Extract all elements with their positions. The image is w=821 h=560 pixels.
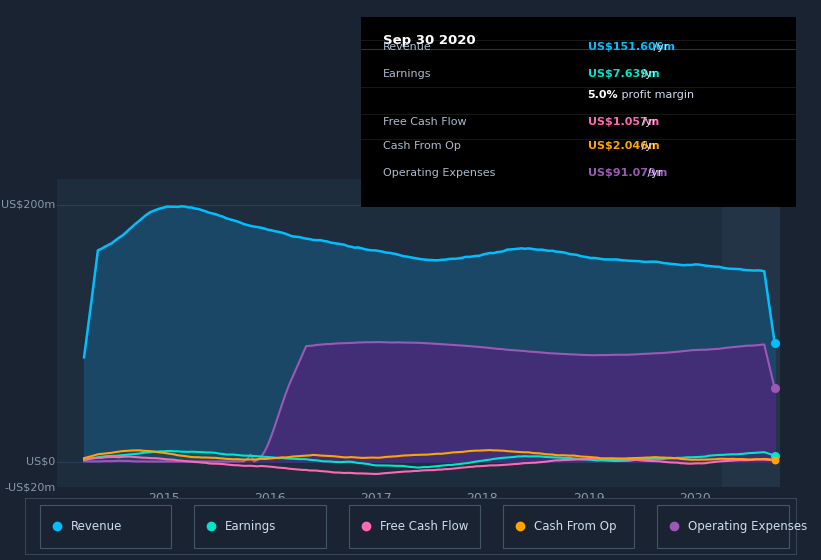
- Text: US$200m: US$200m: [1, 200, 55, 210]
- Text: Revenue: Revenue: [383, 42, 432, 52]
- Text: Cash From Op: Cash From Op: [534, 520, 617, 533]
- Text: US$151.606m: US$151.606m: [588, 42, 675, 52]
- Text: Free Cash Flow: Free Cash Flow: [379, 520, 468, 533]
- Text: US$0: US$0: [26, 456, 55, 466]
- Text: /yr: /yr: [639, 116, 657, 127]
- Text: -US$20m: -US$20m: [4, 482, 55, 492]
- Text: /yr: /yr: [649, 42, 668, 52]
- Bar: [722, 179, 780, 487]
- Text: US$2.046m: US$2.046m: [588, 141, 659, 151]
- Text: /yr: /yr: [639, 69, 657, 79]
- Point: [768, 455, 782, 464]
- Text: Revenue: Revenue: [71, 520, 122, 533]
- Text: Operating Expenses: Operating Expenses: [688, 520, 808, 533]
- Text: US$91.079m: US$91.079m: [588, 168, 667, 178]
- Point: [768, 338, 782, 347]
- Text: /yr: /yr: [639, 141, 657, 151]
- Point: [768, 456, 782, 465]
- Text: Operating Expenses: Operating Expenses: [383, 168, 495, 178]
- Text: 5.0%: 5.0%: [588, 90, 618, 100]
- Text: Earnings: Earnings: [383, 69, 432, 79]
- Text: Sep 30 2020: Sep 30 2020: [383, 34, 475, 47]
- Text: Cash From Op: Cash From Op: [383, 141, 461, 151]
- Text: US$1.057m: US$1.057m: [588, 116, 658, 127]
- Point: [768, 451, 782, 460]
- Point: [768, 384, 782, 393]
- Text: profit margin: profit margin: [618, 90, 694, 100]
- Text: Earnings: Earnings: [225, 520, 277, 533]
- Text: /yr: /yr: [644, 168, 663, 178]
- Text: Free Cash Flow: Free Cash Flow: [383, 116, 466, 127]
- Text: US$7.639m: US$7.639m: [588, 69, 659, 79]
